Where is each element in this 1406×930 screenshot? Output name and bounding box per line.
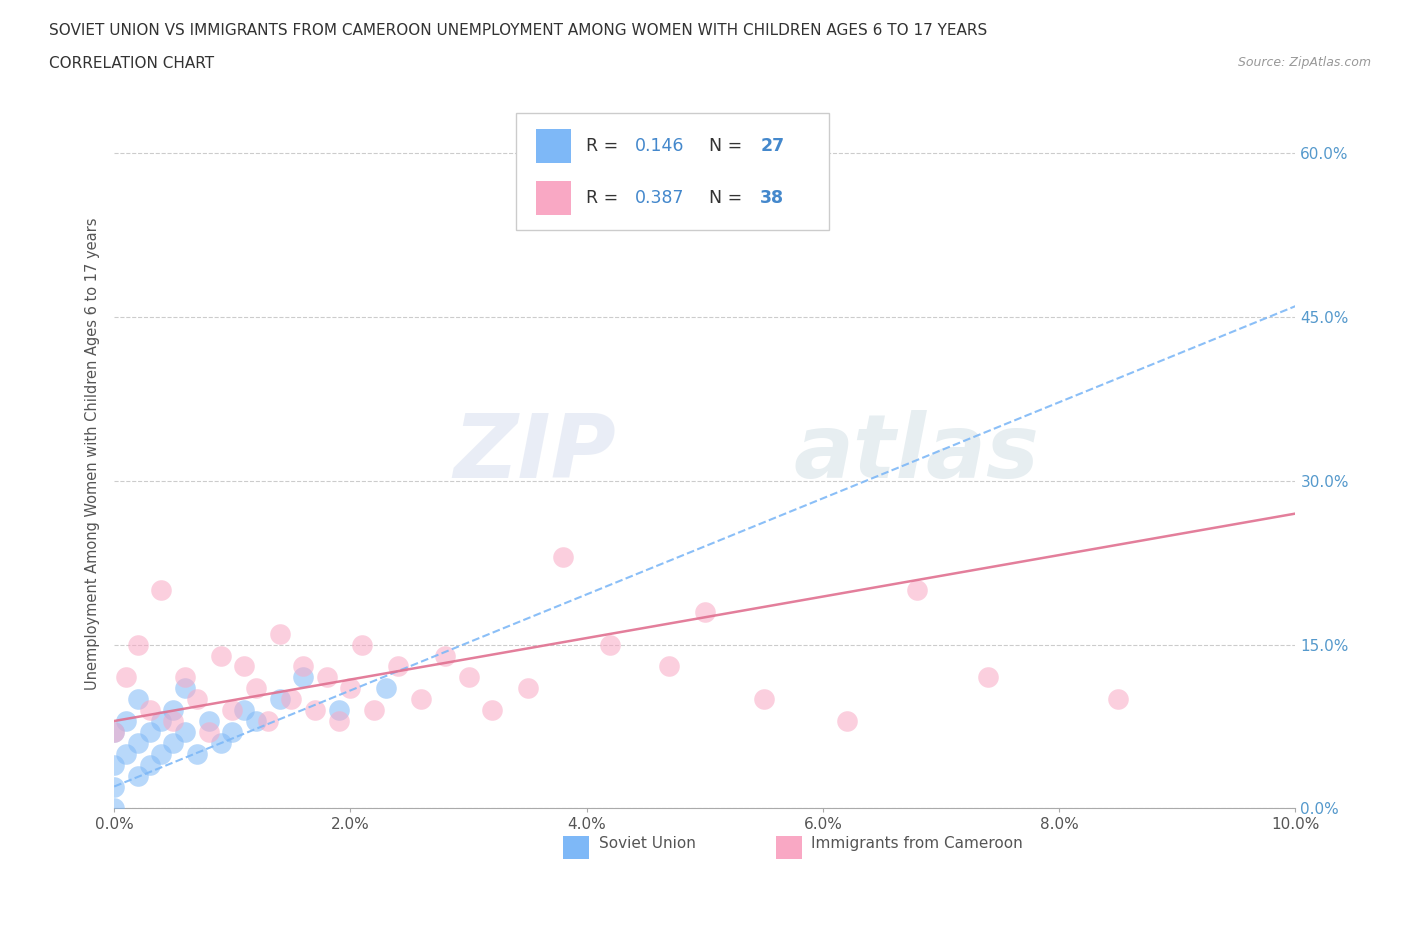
Text: Immigrants from Cameroon: Immigrants from Cameroon (811, 836, 1024, 851)
Point (115, 670, 138, 684)
Point (138, 703, 160, 718)
Point (103, 757, 125, 772)
FancyBboxPatch shape (536, 129, 571, 164)
Point (127, 692, 149, 707)
Text: CORRELATION CHART: CORRELATION CHART (49, 56, 214, 71)
Point (221, 703, 243, 718)
Point (328, 703, 350, 718)
Point (292, 670, 315, 684)
Point (339, 681, 361, 696)
Point (1107, 692, 1129, 707)
Text: Soviet Union: Soviet Union (599, 836, 696, 851)
Point (209, 736, 232, 751)
Point (269, 626, 291, 641)
Point (103, 724, 125, 739)
Point (150, 713, 173, 728)
Point (233, 703, 256, 718)
Point (693, 604, 716, 619)
Text: 38: 38 (761, 189, 785, 207)
Point (186, 692, 208, 707)
Point (209, 648, 232, 663)
Point (138, 757, 160, 772)
Point (433, 648, 456, 663)
Point (551, 550, 574, 565)
Point (221, 724, 243, 739)
Point (162, 703, 184, 718)
Point (162, 713, 184, 728)
Point (280, 692, 302, 707)
Point (328, 713, 350, 728)
Text: 0.146: 0.146 (636, 138, 685, 155)
Point (374, 681, 396, 696)
Point (103, 779, 125, 794)
FancyBboxPatch shape (562, 836, 589, 858)
Point (256, 713, 278, 728)
Text: N =: N = (697, 138, 748, 155)
Point (292, 659, 315, 674)
Point (304, 703, 326, 718)
Point (174, 681, 197, 696)
FancyBboxPatch shape (536, 181, 571, 215)
Point (127, 768, 149, 783)
Point (115, 713, 138, 728)
Point (127, 736, 149, 751)
Point (197, 713, 219, 728)
Point (245, 713, 267, 728)
Point (174, 724, 197, 739)
Text: R =: R = (585, 138, 623, 155)
Text: SOVIET UNION VS IMMIGRANTS FROM CAMEROON UNEMPLOYMENT AMONG WOMEN WITH CHILDREN : SOVIET UNION VS IMMIGRANTS FROM CAMEROON… (49, 23, 987, 38)
Point (658, 659, 681, 674)
Text: N =: N = (697, 189, 748, 207)
Point (186, 747, 208, 762)
Point (233, 659, 256, 674)
Point (162, 736, 184, 751)
Text: ZIP: ZIP (454, 410, 616, 497)
Point (599, 637, 621, 652)
Point (363, 703, 385, 718)
Y-axis label: Unemployment Among Women with Children Ages 6 to 17 years: Unemployment Among Women with Children A… (86, 218, 100, 690)
Text: R =: R = (585, 189, 623, 207)
Point (197, 724, 219, 739)
Text: Source: ZipAtlas.com: Source: ZipAtlas.com (1237, 56, 1371, 69)
Point (269, 692, 291, 707)
Point (457, 670, 479, 684)
Point (411, 692, 433, 707)
Text: 27: 27 (761, 138, 785, 155)
Point (752, 692, 775, 707)
Point (907, 582, 929, 597)
Point (481, 703, 503, 718)
Point (835, 713, 858, 728)
Text: 0.387: 0.387 (636, 189, 685, 207)
Text: atlas: atlas (793, 410, 1039, 497)
Point (245, 681, 267, 696)
Point (315, 670, 337, 684)
Point (115, 747, 138, 762)
Point (977, 670, 1000, 684)
Point (174, 670, 197, 684)
Point (103, 801, 125, 816)
FancyBboxPatch shape (776, 836, 801, 858)
Point (150, 747, 173, 762)
Point (127, 637, 149, 652)
FancyBboxPatch shape (516, 113, 830, 230)
Point (387, 659, 409, 674)
Point (138, 724, 160, 739)
Point (103, 724, 125, 739)
Point (516, 681, 538, 696)
Point (352, 637, 374, 652)
Point (150, 582, 173, 597)
